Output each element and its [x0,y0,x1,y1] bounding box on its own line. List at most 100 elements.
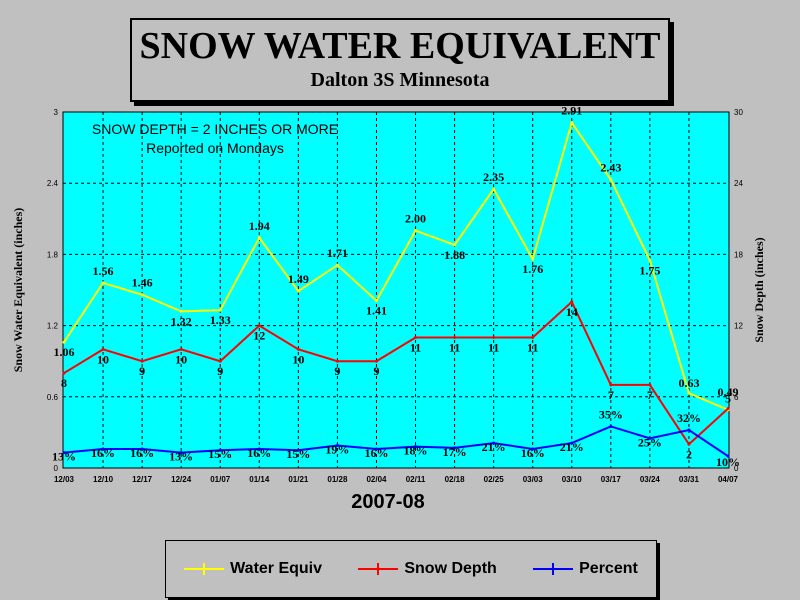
data-label: 9 [334,364,340,378]
legend-swatch [184,563,225,575]
legend-swatch [358,563,399,575]
data-point [374,359,378,363]
data-label: 1.56 [93,264,114,278]
x-tick-label: 12/17 [132,475,153,484]
data-point [296,448,300,452]
data-point [687,442,691,446]
data-point [179,309,183,313]
data-label: 16% [364,446,388,460]
data-label: 2 [686,447,692,461]
data-label: 19% [325,442,349,456]
data-label: 5 [725,392,731,406]
y-tick-right: 18 [734,250,743,259]
x-tick-label: 02/11 [406,475,426,484]
x-tick-label: 12/24 [171,475,192,484]
x-tick-label: 04/07 [718,475,739,484]
data-label: 1.76 [522,262,543,276]
y-tick-left: 3 [54,108,59,117]
y-tick-left: 0.6 [47,393,59,402]
data-label: 12 [253,329,265,343]
data-label: 16% [91,446,115,460]
data-label: 10 [97,352,109,366]
legend-item: Water Equiv [184,559,322,579]
data-label: 11 [449,340,460,354]
data-label: 1.94 [249,219,270,233]
y-tick-right: 30 [734,108,743,117]
data-point [296,347,300,351]
data-label: 10 [292,352,304,366]
y-tick-left: 0 [54,464,59,473]
data-label: 1.32 [171,314,192,328]
data-label: 11 [527,340,538,354]
data-label: 35% [599,407,623,421]
y-tick-left: 2.4 [47,179,59,188]
data-point [62,371,66,375]
data-point [414,445,418,449]
y-tick-right: 12 [734,322,743,331]
data-label: 15% [286,447,310,461]
data-point [648,383,652,387]
x-tick-label: 01/28 [327,475,348,484]
y-tick-left: 1.8 [47,250,59,259]
data-point [492,187,496,191]
x-tick-label: 01/14 [249,475,270,484]
data-label: 1.06 [54,345,75,359]
x-tick-label: 12/10 [93,475,114,484]
data-label: 13% [52,450,76,464]
x-tick-label: 03/10 [562,475,583,484]
chart-title: SNOW WATER EQUIVALENT [139,25,661,67]
data-point [257,447,261,451]
data-point [140,359,144,363]
x-tick-label: 03/24 [640,475,661,484]
data-point [570,300,574,304]
data-label: 9 [373,364,379,378]
y-axis-label-right: Snow Depth (inches) [752,237,766,342]
data-point [101,447,105,451]
plot-area [62,111,730,469]
data-point [570,441,574,445]
data-label: 13% [169,450,193,464]
data-point [726,454,730,458]
data-label: 2.43 [600,161,621,175]
data-label: 7 [608,388,614,402]
data-label: 10% [716,455,740,469]
data-point [609,178,613,182]
data-label: 16% [247,446,271,460]
data-label: 1.41 [366,304,387,318]
data-label: 16% [521,446,545,460]
data-point [453,335,457,339]
data-point [414,335,418,339]
data-point [257,236,261,240]
data-point [609,383,613,387]
legend-label: Water Equiv [230,560,323,577]
y-tick-right: 24 [734,179,743,188]
x-tick-label: 01/07 [210,475,231,484]
legend-swatch [533,563,574,575]
data-label: 25% [638,435,662,449]
data-label: 1.49 [288,272,309,286]
legend-label: Snow Depth [404,560,497,577]
x-tick-label: 02/18 [445,475,466,484]
x-tick-label: 03/17 [601,475,622,484]
data-point [101,347,105,351]
data-label: 9 [217,364,223,378]
x-tick-label: 02/25 [484,475,505,484]
data-point [335,359,339,363]
legend-label: Percent [579,560,638,577]
data-label: 0.49 [718,385,739,399]
data-label: 15% [208,447,232,461]
data-label: 1.75 [639,263,660,277]
data-point [492,441,496,445]
data-label: 2.35 [483,170,504,184]
series-line-water-equiv [63,120,729,411]
data-label: 11 [410,340,421,354]
y-axis-label-left: Snow Water Equivalent (inches) [11,208,25,373]
data-point [257,324,261,328]
data-label: 9 [139,364,145,378]
data-point [648,436,652,440]
x-tick-label: 12/03 [54,475,75,484]
data-point [414,229,418,233]
data-point [531,257,535,261]
data-point [570,121,574,125]
data-label: 1.46 [132,276,153,290]
